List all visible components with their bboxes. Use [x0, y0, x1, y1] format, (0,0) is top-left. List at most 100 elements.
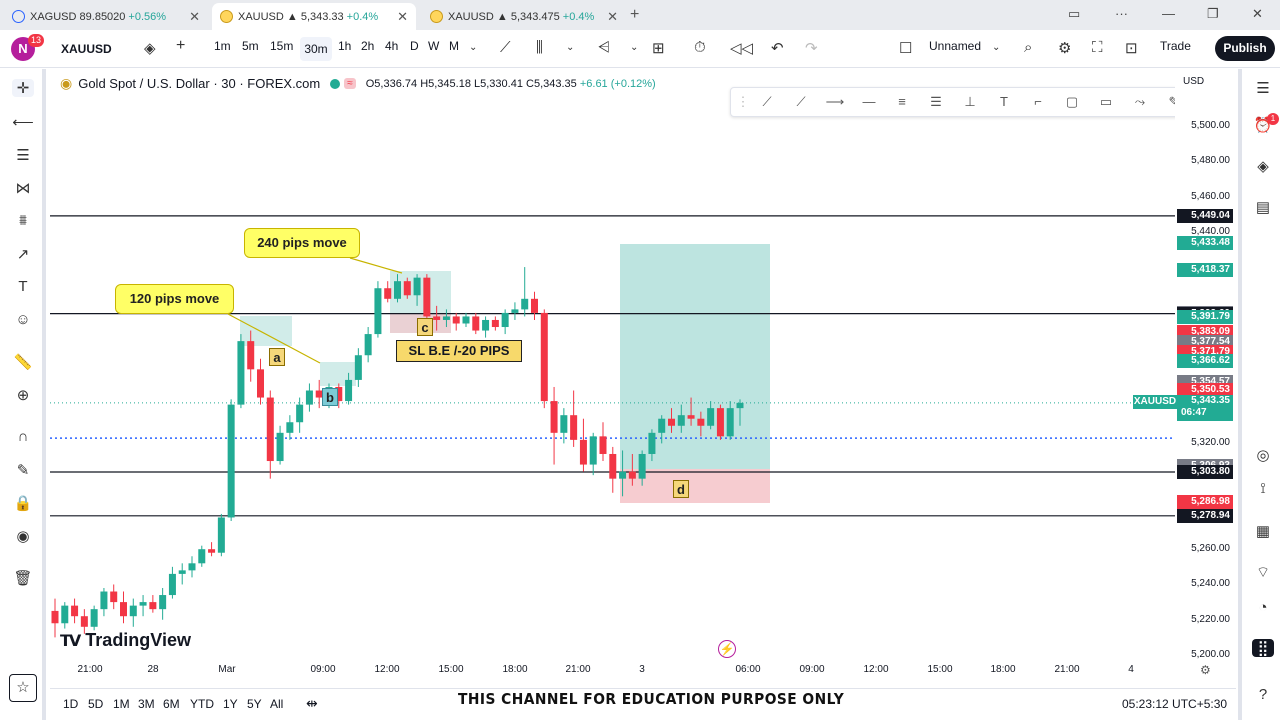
minimize-button[interactable]: — — [1162, 6, 1175, 21]
callout-tool-icon[interactable]: ⌐ — [1034, 94, 1042, 109]
range-5d[interactable]: 5D — [88, 697, 104, 711]
axis-settings-icon[interactable]: ⚙ — [1200, 663, 1211, 677]
range-1m[interactable]: 1M — [113, 697, 130, 711]
range-6m[interactable]: 6M — [163, 697, 180, 711]
rectangle-tool-icon[interactable]: ▭ — [1099, 94, 1113, 109]
path-tool-icon[interactable]: ⤳ — [1134, 94, 1146, 109]
lock-icon[interactable]: 🔒 — [13, 495, 33, 512]
range-all[interactable]: All — [270, 697, 284, 711]
brush-icon[interactable]: ↗ — [16, 246, 30, 263]
timeframe-15m[interactable]: 15m — [270, 39, 294, 53]
prediction-icon[interactable]: ⩩ — [18, 212, 27, 229]
text-tool-icon[interactable]: T — [18, 278, 28, 295]
range-1y[interactable]: 1Y — [223, 697, 238, 711]
close-window-button[interactable]: ✕ — [1252, 6, 1263, 21]
trade-button[interactable]: Trade — [1160, 39, 1191, 53]
parallel-channel-icon[interactable]: ≡ — [898, 94, 906, 109]
horizontal-line-icon[interactable]: ― — [862, 94, 876, 109]
snapshot-camera-icon[interactable]: ⊡ — [1125, 40, 1138, 57]
target-icon[interactable]: ◎ — [1256, 447, 1270, 464]
symbol-settings-icon[interactable]: ◈ — [144, 40, 156, 57]
timeframe-5m[interactable]: 5m — [242, 39, 259, 53]
ideas-icon[interactable]: ⟟ — [1260, 480, 1266, 497]
range-3m[interactable]: 3M — [138, 697, 155, 711]
indicators-dropdown-icon[interactable]: ⌄ — [630, 42, 639, 53]
brush-tool-icon[interactable]: ✎ — [1168, 94, 1180, 109]
indicators-icon[interactable]: ⩤ — [598, 39, 611, 56]
callout-120-pips[interactable]: 120 pips move — [115, 284, 234, 314]
timeframe-4h[interactable]: 4h — [385, 39, 399, 53]
timeframe-m[interactable]: M — [449, 39, 459, 53]
restore-button[interactable]: ❐ — [1207, 6, 1219, 21]
timeframe-1m[interactable]: 1m — [214, 39, 231, 53]
monitor-icon[interactable]: ▭ — [1068, 6, 1081, 21]
browser-tab-xauusd-2[interactable]: XAUUSD ▲ 5,343.475 +0.4% ✕ — [422, 3, 626, 30]
timeframe-1h[interactable]: 1h — [338, 39, 352, 53]
notifications-icon[interactable]: ◔ — [1258, 599, 1268, 616]
browser-tab-xauusd-active[interactable]: XAUUSD ▲ 5,343.33 +0.4% ✕ — [212, 3, 416, 30]
label-a[interactable]: a — [269, 348, 285, 366]
quick-search-icon[interactable]: ⌕ — [1024, 39, 1033, 56]
icons-smiley-icon[interactable]: ☺ — [15, 311, 31, 328]
date-range-icon[interactable]: ⇹ — [306, 695, 318, 711]
lightning-icon[interactable]: ⚡ — [718, 640, 736, 658]
fib-retracement-icon[interactable]: ☰ — [16, 147, 30, 164]
candles-icon[interactable]: ⫼ — [536, 39, 543, 56]
label-b[interactable]: b — [322, 388, 338, 406]
range-5y[interactable]: 5Y — [247, 697, 262, 711]
measure-tool-icon[interactable]: ⊥ — [964, 94, 976, 109]
watchlist-icon[interactable]: ☰ — [1256, 80, 1270, 97]
favorites-star-icon[interactable]: ☆ — [9, 674, 37, 702]
currency-label[interactable]: USD — [1183, 76, 1205, 87]
chart-canvas[interactable] — [50, 70, 1175, 660]
close-tab-icon[interactable]: ✕ — [607, 8, 618, 24]
timeframe-dropdown-icon[interactable]: ⌄ — [469, 42, 478, 53]
callout-240-pips[interactable]: 240 pips move — [244, 228, 360, 258]
eye-icon[interactable]: ◉ — [16, 528, 30, 545]
pencil-lock-icon[interactable]: ✎ — [16, 462, 30, 479]
clock-timezone[interactable]: 05:23:12 UTC+5:30 — [1122, 697, 1228, 711]
fullscreen-icon[interactable]: ⛶ — [1092, 39, 1103, 56]
symbol-search-input[interactable]: XAUUSD — [52, 37, 162, 61]
crosshair-icon[interactable]: ✛ — [12, 79, 34, 97]
ruler-icon[interactable]: 📏 — [13, 354, 33, 371]
trend-line-icon[interactable]: ⟵ — [12, 114, 34, 131]
apps-grid-icon[interactable]: ⣿ — [1252, 639, 1274, 657]
timeframe-d[interactable]: D — [410, 39, 419, 53]
label-d[interactable]: d — [673, 480, 689, 498]
layout-name[interactable]: Unnamed — [929, 39, 982, 53]
text-tool-icon[interactable]: T — [1000, 94, 1008, 109]
stop-loss-note[interactable]: SL B.E /-20 PIPS — [396, 340, 522, 362]
undo-icon[interactable]: ↶ — [771, 40, 784, 57]
layout-grid-icon[interactable]: ⊞ — [652, 40, 665, 57]
drag-handle-icon[interactable]: ⋮ — [736, 94, 750, 109]
chart-type-dropdown-icon[interactable]: ⌄ — [566, 42, 575, 53]
time-axis[interactable]: 21:00 28 Mar 09:00 12:00 15:00 18:00 21:00 3 06:0… — [50, 660, 1175, 682]
fib-tool-icon[interactable]: ☰ — [930, 94, 942, 109]
chart-type-line-icon[interactable]: ⟋ — [500, 39, 511, 56]
ray-tool-icon[interactable]: ⟋ — [796, 94, 806, 109]
pattern-icon[interactable]: ⋈ — [15, 180, 31, 197]
layout-dropdown-icon[interactable]: ⌄ — [992, 42, 1001, 53]
trash-icon[interactable]: 🗑 — [13, 570, 33, 587]
close-tab-icon[interactable]: ✕ — [189, 8, 200, 24]
close-tab-icon[interactable]: ✕ — [397, 8, 408, 24]
chart-pane[interactable] — [50, 70, 1175, 660]
browser-tab-xagusd[interactable]: XAGUSD 89.85020 +0.56% ✕ — [4, 3, 208, 30]
horizontal-ray-icon[interactable]: ⟶ — [825, 94, 845, 109]
label-c[interactable]: c — [417, 318, 433, 336]
publish-button[interactable]: Publish — [1215, 36, 1275, 61]
compare-add-button[interactable]: + — [176, 37, 186, 54]
redo-icon[interactable]: ↷ — [805, 40, 818, 57]
magnet-icon[interactable]: ∩ — [17, 428, 29, 445]
range-ytd[interactable]: YTD — [190, 697, 214, 711]
layers-icon[interactable]: ◈ — [1257, 158, 1269, 175]
chat-icon[interactable]: ▤ — [1255, 199, 1271, 216]
data-problem-icon[interactable]: ≈ — [344, 78, 356, 89]
timeframe-30m-active[interactable]: 30m — [300, 37, 332, 61]
trend-line-tool-icon[interactable]: ⟋ — [762, 94, 772, 109]
layout-save-icon[interactable]: ☐ — [899, 40, 913, 57]
price-axis[interactable]: USD 5,500.00 5,480.00 5,460.00 5,440.00 5,32… — [1133, 70, 1235, 660]
timeframe-w[interactable]: W — [428, 39, 440, 53]
help-icon[interactable]: ? — [1258, 686, 1268, 703]
